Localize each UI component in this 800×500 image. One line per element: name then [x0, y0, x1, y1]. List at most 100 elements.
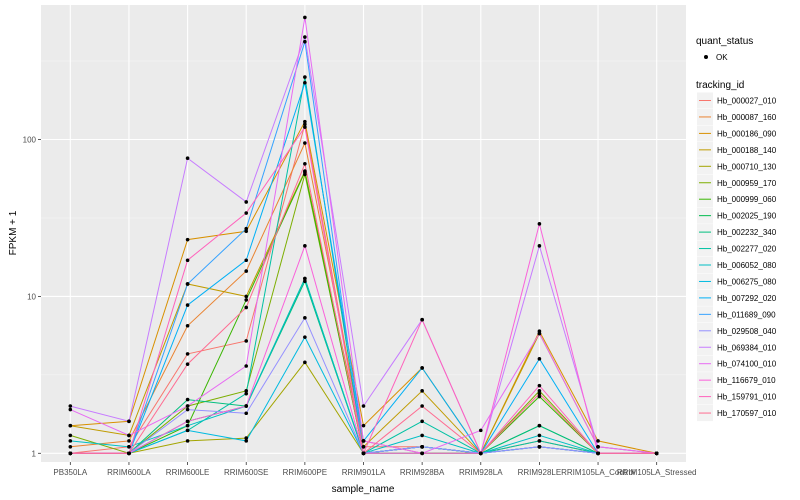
data-point [244, 391, 249, 396]
data-point [420, 404, 424, 408]
data-point [244, 211, 249, 215]
data-point [596, 439, 600, 443]
x-tick-label: RRIM901LA [342, 468, 386, 477]
x-tick-label: RRIM105LA_Control [561, 468, 635, 477]
data-point [303, 119, 307, 124]
data-point [244, 269, 249, 273]
data-point [185, 362, 190, 366]
data-point [127, 433, 131, 438]
x-tick-label: RRIM105LA_Stressed [617, 468, 697, 477]
data-point [420, 433, 424, 438]
data-point [244, 339, 249, 343]
legend-label: Hb_000027_010 [717, 97, 777, 106]
x-tick-label: RRIM600LA [107, 468, 151, 477]
data-point [68, 439, 73, 443]
data-point [537, 331, 542, 336]
data-point [185, 282, 190, 286]
y-tick-label: 10 [27, 292, 36, 301]
data-point [537, 444, 542, 449]
data-point [127, 439, 131, 443]
data-point [303, 316, 307, 320]
legend-key-point [704, 55, 708, 59]
data-point [303, 122, 307, 127]
data-point [244, 439, 249, 443]
legend-label: Hb_000188_140 [717, 146, 777, 155]
x-tick-label: PB350LA [53, 468, 87, 477]
legend-label: Hb_159791_010 [717, 393, 777, 402]
data-point [420, 366, 424, 370]
data-point [185, 428, 190, 433]
x-tick-label: RRIM928LA [459, 468, 503, 477]
data-point [185, 323, 190, 328]
legend-label: Hb_002277_020 [717, 245, 777, 254]
data-point [478, 428, 483, 433]
data-point [185, 258, 190, 263]
data-point [244, 294, 249, 299]
data-point [361, 439, 366, 443]
legend-label: Hb_074100_010 [717, 360, 777, 369]
series-points [68, 15, 659, 456]
x-axis: PB350LA RRIM600LA RRIM600LE RRIM600SE RRIM60… [53, 462, 696, 477]
data-point [68, 407, 73, 412]
data-point [303, 75, 307, 79]
data-point [478, 451, 483, 456]
data-point [303, 170, 307, 174]
data-point [185, 419, 190, 424]
legend-label: OK [716, 53, 728, 62]
data-point [185, 404, 190, 408]
data-point [303, 35, 307, 39]
legend-label: Hb_006275_080 [717, 277, 777, 286]
legend-label: Hb_000186_090 [717, 129, 777, 138]
data-point [303, 360, 307, 365]
data-point [361, 444, 366, 449]
data-point [244, 226, 249, 231]
legend-label: Hb_011689_090 [717, 310, 776, 319]
data-point [361, 423, 366, 428]
data-point [537, 433, 542, 438]
data-point [303, 335, 307, 339]
data-point [420, 317, 424, 322]
legend-label: Hb_170597_010 [717, 409, 777, 418]
data-point [420, 444, 424, 449]
x-axis-title: sample_name [332, 484, 395, 495]
legend-shape-title: quant_status [696, 36, 753, 47]
data-point [244, 305, 249, 310]
data-point [68, 423, 73, 428]
data-point [537, 423, 542, 428]
data-point [244, 364, 249, 368]
legend-label: Hb_000087_160 [717, 113, 777, 122]
data-point [361, 451, 366, 456]
data-point [244, 389, 249, 393]
data-point [654, 451, 659, 456]
legend-label: Hb_002232_340 [717, 228, 777, 237]
legend-label: Hb_029508_040 [717, 327, 777, 336]
data-point [420, 419, 424, 424]
x-tick-label: RRIM600SE [224, 468, 268, 477]
data-point [537, 383, 542, 388]
legend-label: Hb_069384_010 [717, 343, 777, 352]
y-axis-title: FPKM + 1 [8, 210, 19, 255]
x-tick-label: RRIM928BA [400, 468, 445, 477]
data-point [244, 200, 249, 204]
data-point [127, 451, 131, 456]
data-point [244, 404, 249, 408]
data-point [596, 451, 600, 456]
legend-label: Hb_000710_130 [717, 162, 777, 171]
data-point [420, 389, 424, 393]
data-point [185, 439, 190, 443]
data-point [303, 276, 307, 281]
data-point [537, 389, 542, 393]
data-point [185, 303, 190, 307]
x-tick-label: RRIM600LE [166, 468, 210, 477]
data-point [185, 397, 190, 402]
y-axis: 1 10 100 [23, 136, 41, 458]
data-point [185, 407, 190, 412]
data-point [303, 141, 307, 145]
data-point [68, 404, 73, 408]
data-point [185, 156, 190, 161]
data-point [537, 357, 542, 361]
data-point [303, 39, 307, 44]
legend-label: Hb_007292_020 [717, 294, 777, 303]
y-tick-label: 100 [23, 136, 37, 145]
